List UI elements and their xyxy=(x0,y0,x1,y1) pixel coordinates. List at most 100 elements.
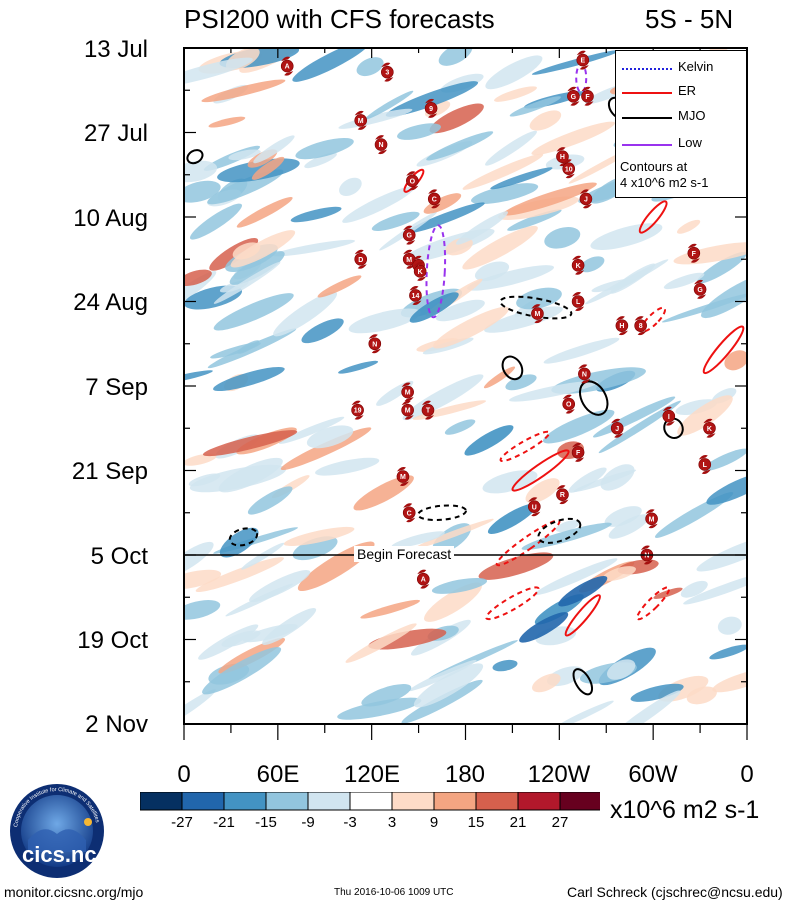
field-patch xyxy=(542,334,621,368)
field-patch xyxy=(156,53,255,92)
storm-symbol: H xyxy=(616,316,628,335)
storm-symbol: R xyxy=(556,485,568,504)
field-patch xyxy=(542,223,583,252)
svg-text:M: M xyxy=(358,118,364,125)
field-patch xyxy=(211,362,286,395)
svg-text:F: F xyxy=(576,450,581,457)
storm-symbol: N xyxy=(369,334,381,353)
field-patch xyxy=(208,114,246,129)
y-tick-label: 24 Aug xyxy=(0,289,148,317)
storm-symbol: L xyxy=(572,292,584,311)
storm-symbol: D xyxy=(355,250,367,269)
colorbar-label: 9 xyxy=(414,814,454,831)
svg-text:D: D xyxy=(358,257,363,264)
y-tick-label: 7 Sep xyxy=(0,374,148,402)
field-patch xyxy=(316,272,363,300)
colorbar-swatch xyxy=(518,792,560,810)
y-tick-label: 5 Oct xyxy=(0,543,148,571)
y-tick-label: 13 Jul xyxy=(0,36,148,64)
svg-text:M: M xyxy=(406,257,412,264)
colorbar-swatch xyxy=(434,792,476,810)
svg-text:R: R xyxy=(560,492,565,499)
contour-note-value: 4 x10^6 m2 s-1 xyxy=(620,175,708,191)
svg-text:F: F xyxy=(692,251,697,258)
colorbar-label: 3 xyxy=(372,814,412,831)
field-patch xyxy=(245,482,296,519)
field-patch xyxy=(703,466,774,510)
contour-note: Contours at xyxy=(620,159,687,175)
svg-text:N: N xyxy=(379,142,384,149)
field-patch xyxy=(710,664,774,696)
field-patch xyxy=(596,459,639,496)
storm-symbol: 19 xyxy=(352,401,364,420)
x-tick-label: 60W xyxy=(603,761,703,789)
colorbar-label: -21 xyxy=(204,814,244,831)
storm-symbol: O xyxy=(563,395,575,414)
svg-text:J: J xyxy=(584,196,588,203)
colorbar xyxy=(140,792,600,812)
svg-text:K: K xyxy=(418,269,423,276)
field-patch xyxy=(399,369,487,426)
field-patch xyxy=(435,38,476,71)
field-patch xyxy=(661,290,753,325)
storm-symbol: K xyxy=(572,256,584,275)
field-patch xyxy=(354,53,387,80)
field-patch xyxy=(172,596,222,623)
svg-text:H: H xyxy=(619,323,624,330)
logo-sun xyxy=(84,818,92,826)
colorbar-label: -15 xyxy=(246,814,286,831)
field-patch xyxy=(708,642,750,662)
colorbar-label: 15 xyxy=(456,814,496,831)
y-tick-label: 27 Jul xyxy=(0,120,148,148)
svg-text:I: I xyxy=(668,414,670,421)
x-tick-label: 120W xyxy=(509,761,609,789)
legend-label: Low xyxy=(678,135,702,150)
storm-symbol: C xyxy=(403,503,415,522)
storm-symbol: N xyxy=(375,135,387,154)
svg-text:M: M xyxy=(405,390,411,397)
y-tick-label: 10 Aug xyxy=(0,205,148,233)
field-patch xyxy=(716,614,744,637)
legend-label: Kelvin xyxy=(678,59,713,74)
y-tick-label: 21 Sep xyxy=(0,458,148,486)
field-patch xyxy=(224,581,294,619)
svg-text:G: G xyxy=(571,94,577,101)
colorbar-swatch xyxy=(140,792,182,810)
storm-symbol: A xyxy=(281,57,293,76)
storm-symbol: A xyxy=(417,570,429,589)
colorbar-swatch xyxy=(224,792,266,810)
colorbar-swatch xyxy=(266,792,308,810)
begin-forecast-label: Begin Forecast xyxy=(354,546,454,562)
wave-contour xyxy=(418,504,467,522)
field-patch xyxy=(492,658,519,673)
svg-text:E: E xyxy=(580,58,585,65)
x-tick-label: 0 xyxy=(134,761,234,789)
wave-contour xyxy=(700,323,748,377)
field-patch xyxy=(359,597,421,622)
legend-swatch xyxy=(622,144,672,146)
wave-contour xyxy=(634,584,672,622)
colorbar-swatch xyxy=(308,792,350,810)
storm-symbol: M xyxy=(646,509,658,528)
field-patch xyxy=(476,547,555,586)
storm-symbol: 8 xyxy=(635,316,647,335)
legend-item-er: ER xyxy=(622,83,752,103)
footer-website[interactable]: monitor.cicsnc.org/mjo xyxy=(4,884,143,900)
legend-label: ER xyxy=(678,83,696,98)
colorbar-swatch xyxy=(560,792,600,810)
logo-label: cics.nc xyxy=(22,842,97,868)
x-tick-label: 180 xyxy=(415,761,515,789)
field-patch xyxy=(675,217,702,236)
svg-text:9: 9 xyxy=(429,106,433,113)
storm-symbol: 3 xyxy=(381,63,393,82)
svg-text:M: M xyxy=(400,474,406,481)
svg-text:J: J xyxy=(615,426,619,433)
svg-text:O: O xyxy=(410,178,416,185)
legend-swatch xyxy=(622,92,672,94)
svg-text:A: A xyxy=(421,577,426,584)
svg-text:F: F xyxy=(585,94,590,101)
svg-text:G: G xyxy=(697,287,703,294)
field-patch xyxy=(337,359,379,376)
colorbar-label: -3 xyxy=(330,814,370,831)
field-patch xyxy=(336,174,365,200)
